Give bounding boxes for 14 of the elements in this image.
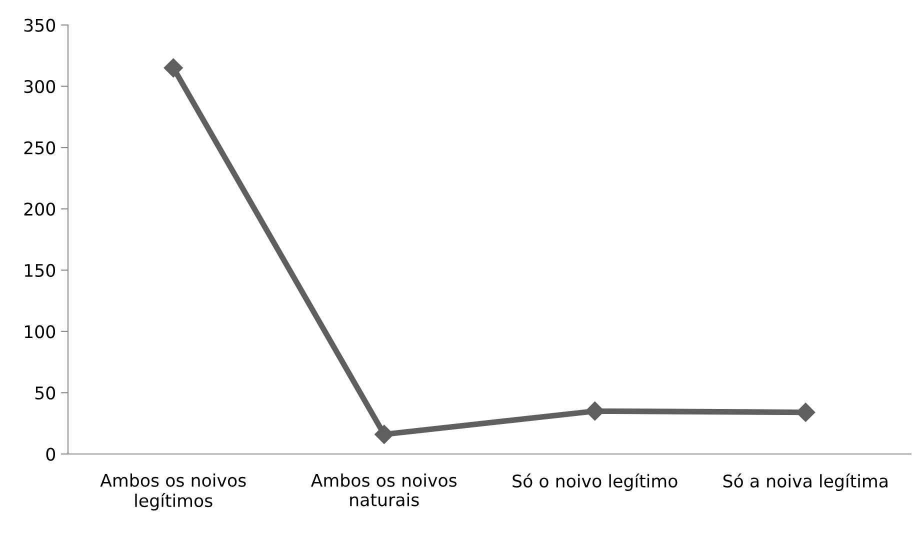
y-tick-label: 200 (24, 202, 56, 216)
x-tick-label: Ambos os noivos legítimos (100, 473, 246, 511)
point (374, 424, 394, 444)
y-tick-label: 150 (24, 264, 56, 277)
y-tick-label: 250 (24, 141, 56, 154)
y-tick-label: 100 (24, 325, 56, 338)
point (164, 58, 183, 78)
y-tick-label: 50 (35, 386, 56, 400)
x-tick-label: Ambos os noivos naturais (310, 473, 457, 506)
x-tick-label: Só o noivo legítimo (512, 473, 678, 491)
y-tick-label: 350 (24, 18, 56, 32)
y-tick-label: 300 (24, 80, 56, 94)
y-tick-label: 0 (46, 448, 56, 461)
x-tick-label: Só a noiva legítima (723, 473, 888, 491)
